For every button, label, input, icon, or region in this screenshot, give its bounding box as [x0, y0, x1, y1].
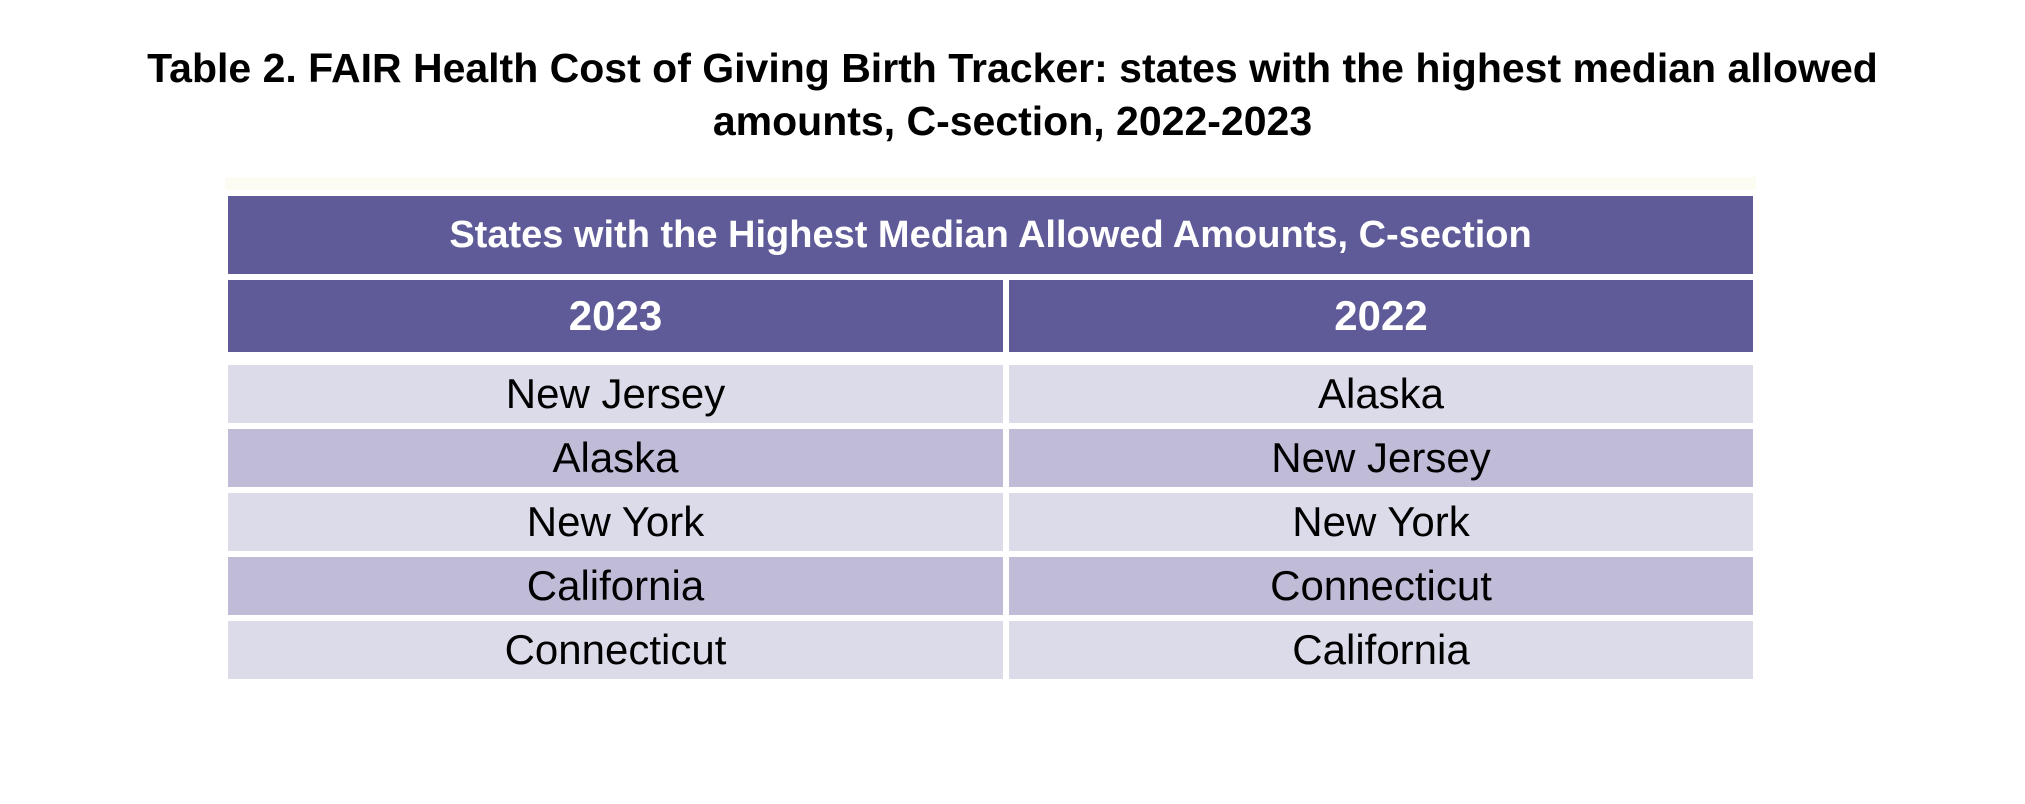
table-cell-2022-rank4: Connecticut — [1009, 557, 1754, 615]
table-cell-2022-rank5: California — [1009, 621, 1754, 679]
table-area: States with the Highest Median Allowed A… — [222, 177, 1759, 685]
spacer-cell — [228, 358, 1753, 359]
table-row-1: New Jersey Alaska — [228, 365, 1754, 423]
table-row-4: California Connecticut — [228, 557, 1754, 615]
table-row-2: Alaska New Jersey — [228, 429, 1754, 487]
table-top-strip — [225, 177, 1756, 190]
year-header-row: 2023 2022 — [228, 280, 1754, 352]
table-row-5: Connecticut California — [228, 621, 1754, 679]
table-title: States with the Highest Median Allowed A… — [228, 196, 1754, 274]
column-header-2023: 2023 — [228, 280, 1003, 352]
header-body-spacer — [228, 358, 1753, 359]
table-cell-2022-rank3: New York — [1009, 493, 1754, 551]
table-cell-2023-rank3: New York — [228, 493, 1003, 551]
page-title-line-1: Table 2. FAIR Health Cost of Giving Birt… — [147, 45, 1878, 91]
page-title-line-2: amounts, C-section, 2022-2023 — [712, 98, 1313, 144]
table-cell-2022-rank1: Alaska — [1009, 365, 1754, 423]
table-cell-2023-rank5: Connecticut — [228, 621, 1003, 679]
table-title-row: States with the Highest Median Allowed A… — [228, 196, 1754, 274]
column-header-2022: 2022 — [1009, 280, 1754, 352]
table-row-3: New York New York — [228, 493, 1754, 551]
highest-median-allowed-table: States with the Highest Median Allowed A… — [222, 190, 1759, 685]
table-cell-2023-rank1: New Jersey — [228, 365, 1003, 423]
table-cell-2023-rank2: Alaska — [228, 429, 1003, 487]
page-title: Table 2. FAIR Health Cost of Giving Birt… — [23, 42, 2003, 148]
table-cell-2023-rank4: California — [228, 557, 1003, 615]
table-cell-2022-rank2: New Jersey — [1009, 429, 1754, 487]
